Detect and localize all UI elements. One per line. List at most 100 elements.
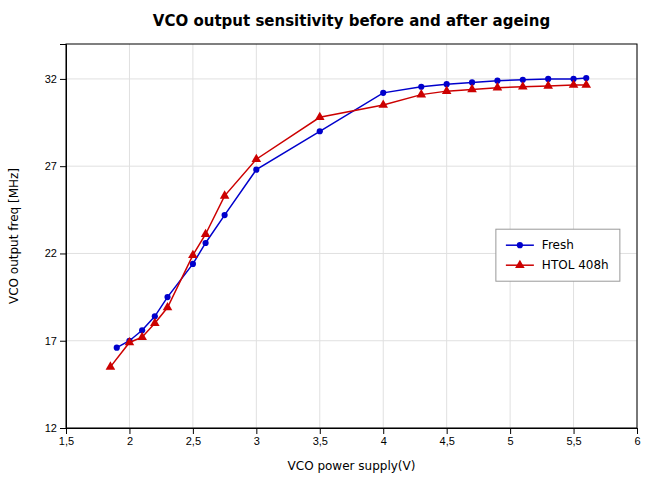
tick-label: 6 (634, 435, 640, 447)
data-point (222, 212, 228, 218)
tick-label: 2,5 (186, 435, 201, 447)
tick-label: 27 (45, 160, 57, 172)
tick-mark (510, 428, 511, 434)
data-point (106, 361, 116, 369)
data-point (418, 84, 424, 90)
tick: 17 (45, 335, 66, 347)
tick-mark (637, 428, 638, 434)
tick-label: 2 (127, 435, 133, 447)
chart: 1,5 2 2,5 3 3,5 4 4,5 5 5,5 6 12 17 22 27 32 Fresh HTOL … (0, 0, 661, 482)
data-point (252, 154, 262, 162)
tick-mark (193, 428, 194, 434)
grid-line (129, 44, 130, 428)
grid-line (319, 44, 320, 428)
tick: 1,5 (59, 428, 74, 447)
title: VCO output sensitivity before and after … (153, 12, 550, 30)
tick-label: 5 (508, 435, 514, 447)
data-point (137, 332, 147, 340)
data-point (253, 167, 259, 173)
tick: 22 (45, 247, 66, 259)
series-layer (106, 75, 591, 370)
series-line (117, 78, 586, 348)
legend-item: Fresh (506, 238, 574, 252)
tick: 4,5 (440, 428, 455, 447)
tick-label: 22 (45, 247, 57, 259)
y-axis: 12 17 22 27 32 (45, 45, 67, 435)
data-point (467, 84, 477, 92)
data-point (569, 79, 579, 87)
legend-marker (515, 260, 525, 268)
data-point (202, 240, 208, 246)
tick-label: 5,5 (566, 435, 581, 447)
tick: 2 (127, 428, 133, 447)
tick: 3,5 (313, 428, 328, 447)
series (114, 75, 590, 351)
tick-label: 12 (45, 422, 57, 434)
tick: 4 (381, 428, 387, 447)
tick: 6 (634, 428, 640, 447)
tick-mark (320, 428, 321, 434)
data-point (518, 81, 528, 89)
data-point (190, 261, 196, 267)
tick: 2,5 (186, 428, 201, 447)
tick-label: 3 (254, 435, 260, 447)
tick-label: 1,5 (59, 435, 74, 447)
x-axis-title: VCO power supply(V) (288, 459, 416, 473)
data-point (317, 128, 323, 134)
legend-item: HTOL 408h (506, 258, 609, 272)
tick-mark (60, 253, 66, 254)
tick-mark (60, 428, 66, 429)
plot-frame (66, 44, 637, 428)
legend: Fresh HTOL 408h (496, 229, 620, 281)
tick-mark (447, 428, 448, 434)
tick-label: 3,5 (313, 435, 328, 447)
data-point (378, 100, 388, 108)
data-point (380, 90, 386, 96)
tick-mark (383, 428, 384, 434)
data-point (125, 337, 135, 345)
data-point (201, 229, 211, 237)
tick: 32 (45, 73, 66, 85)
tick-mark (129, 428, 130, 434)
axis-line (67, 429, 638, 435)
grid (66, 44, 637, 428)
tick-label: 17 (45, 335, 57, 347)
tick: 12 (45, 422, 66, 434)
grid-line (256, 44, 257, 428)
legend-label: HTOL 408h (542, 258, 609, 272)
tick-mark (60, 79, 66, 80)
series-line (110, 85, 586, 367)
tick-mark (60, 341, 66, 342)
legend-label: Fresh (542, 238, 574, 252)
grid-line (192, 44, 193, 428)
grid-line (446, 44, 447, 428)
grid-line (66, 340, 637, 341)
data-point (315, 112, 325, 120)
legend-marker (517, 242, 523, 248)
y-axis-title: VCO output freq [MHz] (7, 168, 21, 304)
tick: 5,5 (566, 428, 581, 447)
data-point (442, 86, 452, 94)
tick-label: 32 (45, 73, 57, 85)
axis-line (60, 45, 67, 429)
tick: 3 (254, 428, 260, 447)
data-point (188, 250, 198, 258)
data-point (164, 294, 170, 300)
data-point (114, 345, 120, 351)
tick: 27 (45, 160, 66, 172)
tick-label: 4 (381, 435, 387, 447)
x-axis: 1,5 2 2,5 3 3,5 4 4,5 5 5,5 6 (59, 428, 641, 447)
tick-mark (60, 166, 66, 167)
data-point (163, 302, 173, 310)
legend-frame (496, 229, 620, 281)
data-point (150, 318, 160, 326)
tick-mark (574, 428, 575, 434)
grid-line (66, 166, 637, 167)
data-point (581, 79, 591, 87)
tick-label: 4,5 (440, 435, 455, 447)
tick: 5 (508, 428, 514, 447)
series (106, 79, 591, 369)
data-point (416, 89, 426, 97)
data-point (543, 80, 553, 88)
tick-mark (256, 428, 257, 434)
